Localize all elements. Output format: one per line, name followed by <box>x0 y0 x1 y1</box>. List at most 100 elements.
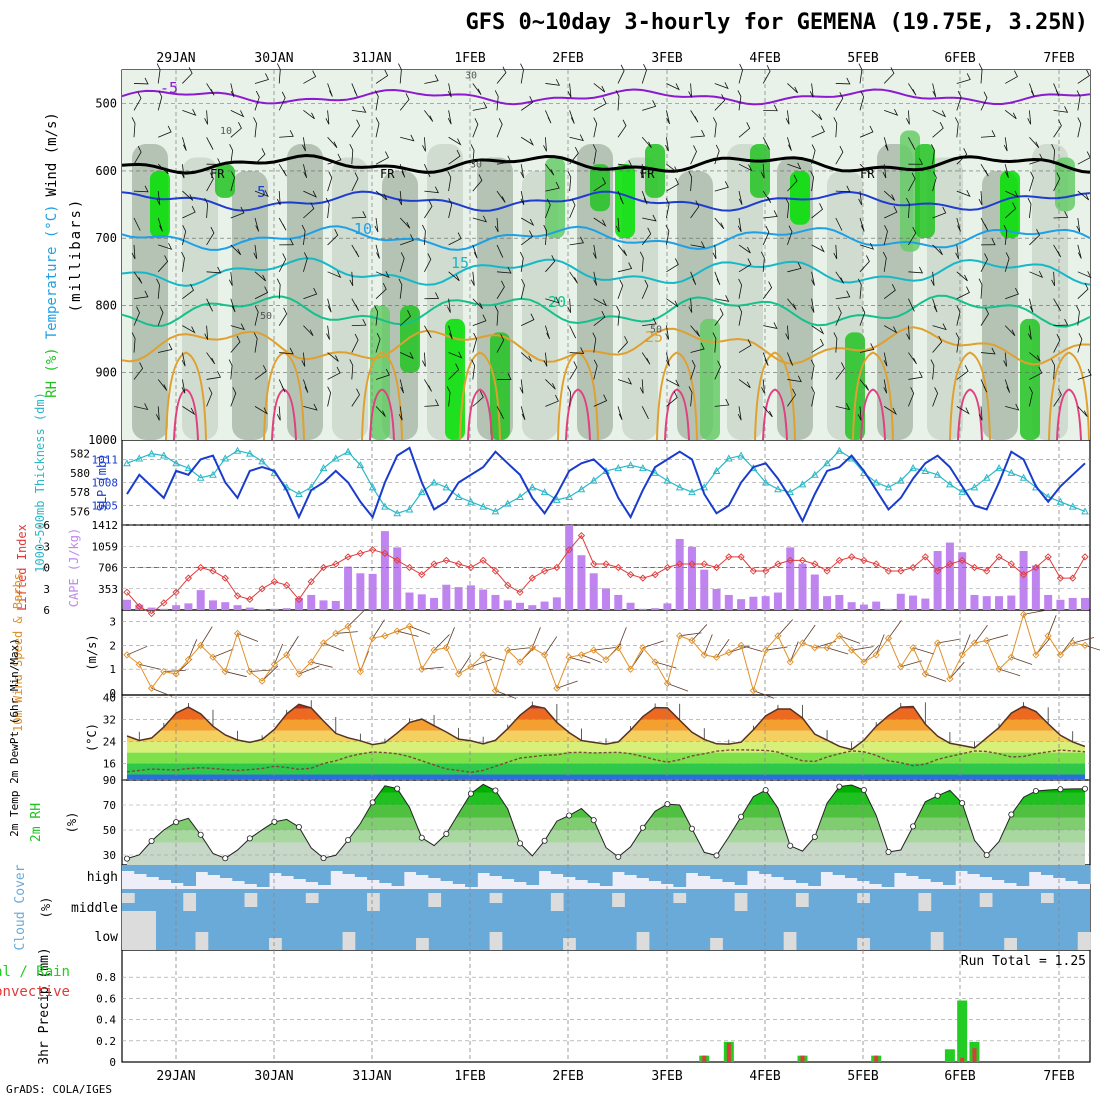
wind-barb <box>520 96 534 111</box>
wind-barb <box>810 171 815 192</box>
rh-marker <box>173 819 180 826</box>
wind-speed-marker <box>614 644 622 652</box>
wind-tick: 0 <box>109 687 116 700</box>
wind-barb <box>278 253 287 273</box>
wind-barb <box>1003 224 1008 245</box>
wind-barb <box>593 217 607 227</box>
wind-barb <box>882 251 887 272</box>
wind-barb <box>956 271 968 282</box>
cloud-high-bar <box>808 865 821 886</box>
cloud-mid-gap <box>489 893 503 903</box>
rh-marker <box>738 813 745 820</box>
wind-speed-marker <box>393 627 401 635</box>
thickness-marker <box>810 470 819 478</box>
cloud-axis-unit: (%) <box>39 897 53 919</box>
wind-barb <box>690 145 697 165</box>
thickness-marker <box>995 464 1003 472</box>
isotherm-30-loop <box>565 388 591 441</box>
li-tick: -3 <box>37 540 50 553</box>
rh-marker <box>246 835 253 842</box>
wind-barb-10m <box>335 631 358 634</box>
wind-barb <box>375 282 387 300</box>
precip-tick: 0.8 <box>96 971 116 984</box>
wind-barb <box>1004 379 1011 393</box>
cloud-low-gap <box>122 911 156 950</box>
wind-barb <box>545 198 551 219</box>
wind-barb <box>956 286 970 300</box>
wind-barb <box>908 137 916 150</box>
wind-barb <box>593 271 598 286</box>
cloud-low-gap <box>342 932 356 950</box>
thickness-marker <box>516 492 524 500</box>
li-marker <box>725 553 733 561</box>
wind-barb <box>1077 368 1092 380</box>
wind-barb <box>447 83 452 98</box>
temp-band <box>127 752 1085 764</box>
thickness-marker <box>184 464 193 472</box>
wind-barb <box>1029 386 1033 407</box>
wind-barb <box>155 406 160 421</box>
wind-barb <box>859 163 871 175</box>
isotherm-label: 10 <box>354 220 372 238</box>
wind-barb <box>858 191 862 206</box>
wind-barb <box>884 325 898 334</box>
wind-barb <box>690 200 700 219</box>
thickness-marker <box>467 497 475 505</box>
wind-barb <box>545 163 555 176</box>
cloud-high-bar <box>967 865 981 874</box>
thickness-marker <box>651 468 659 476</box>
wind-barb <box>811 271 815 286</box>
cape-bar <box>1007 595 1016 610</box>
rh-tick: 90 <box>103 774 116 787</box>
li-tick: 0 <box>43 562 50 575</box>
wind-barb <box>592 144 597 165</box>
wind-barb-10m <box>617 627 627 648</box>
cloud-mid-gap <box>795 893 809 907</box>
wind-barb <box>206 83 215 96</box>
wind-barb <box>569 236 585 246</box>
date-label-bottom: 6FEB <box>944 1069 975 1084</box>
wind-barb <box>833 244 838 260</box>
thickness-marker <box>405 505 414 513</box>
wind-barb <box>230 206 245 219</box>
wind-barb <box>593 177 607 192</box>
wind-barb <box>400 134 415 142</box>
wind-barb-10m <box>1084 644 1100 651</box>
wind-barb <box>932 206 947 219</box>
wind-barb <box>666 163 678 173</box>
isotherm-label: 25 <box>645 328 663 346</box>
wind-barb-10m <box>912 647 935 655</box>
cloud-high-bar <box>269 865 282 873</box>
precip-conv-bar <box>874 1055 879 1062</box>
rh-marker <box>1008 811 1015 818</box>
wind-barb <box>303 325 314 337</box>
date-label-top: 1FEB <box>454 51 485 66</box>
wind-barb <box>230 335 241 353</box>
cloud-mid-gap <box>244 893 258 907</box>
cape-bar <box>945 542 954 610</box>
thickness-marker <box>319 464 328 472</box>
wind-barb <box>543 137 547 152</box>
rh-high-patch <box>790 170 810 225</box>
wind-speed-marker <box>418 665 426 673</box>
wind-barb <box>932 121 944 138</box>
wind-barb <box>931 144 935 165</box>
wind-barb <box>472 298 483 310</box>
rh-band <box>127 784 1085 793</box>
wind-barb <box>930 271 935 286</box>
li-marker <box>319 563 328 572</box>
wind-barb <box>666 258 679 273</box>
wind-barb <box>1053 333 1061 353</box>
thickness-marker <box>884 483 893 491</box>
date-label-bottom: 30JAN <box>254 1069 293 1084</box>
wind-barb <box>762 190 772 204</box>
wind-barb-10m <box>286 636 299 656</box>
wind-barb <box>351 83 358 97</box>
rh-marker <box>983 852 990 859</box>
li-marker <box>1056 574 1065 582</box>
rh-band <box>127 842 1085 865</box>
li-marker <box>491 567 500 575</box>
wind-barb <box>448 198 453 219</box>
rh-marker <box>124 855 131 862</box>
wind-barb <box>472 314 487 327</box>
